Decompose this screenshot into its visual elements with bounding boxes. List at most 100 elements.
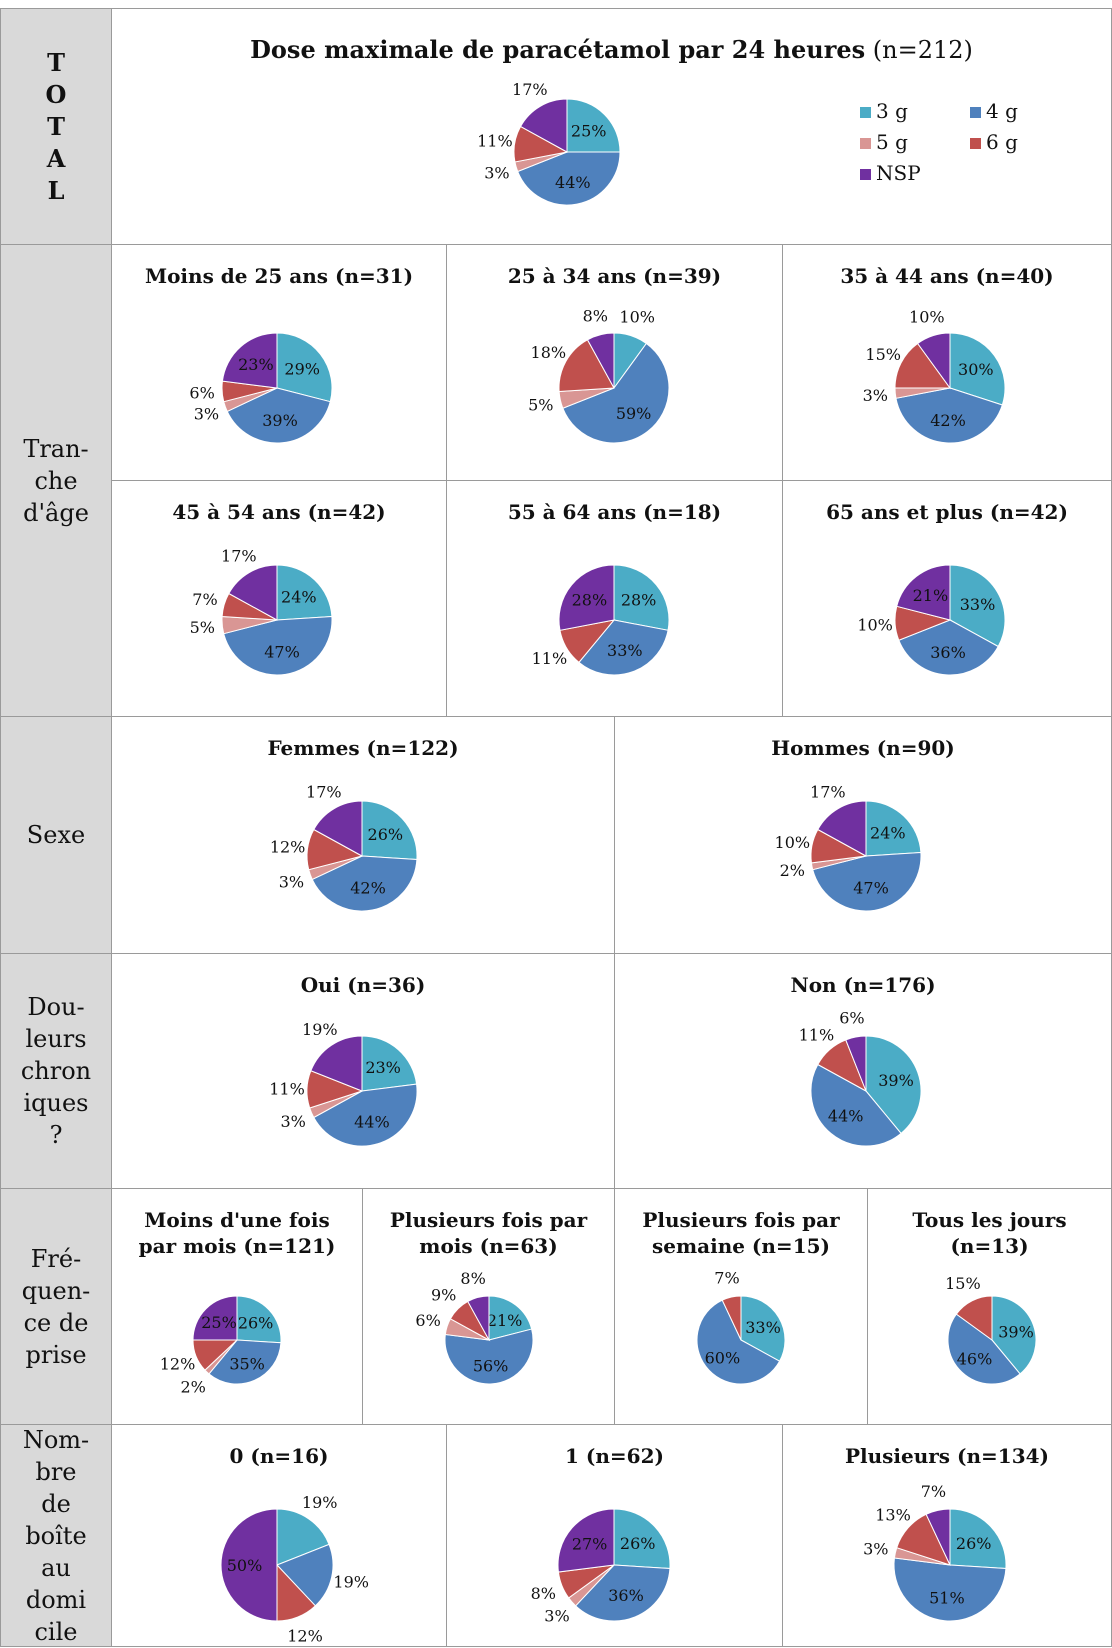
slice-label: 18% xyxy=(531,343,567,362)
pie-slice xyxy=(613,564,670,631)
pie-slice xyxy=(894,342,951,389)
chart-title: Moins de 25 ans (n=31) xyxy=(144,264,414,288)
slice-label: 11% xyxy=(532,649,568,668)
legend-label: 5 g xyxy=(876,130,908,154)
slice-label: 44% xyxy=(555,173,591,192)
pie-slice xyxy=(220,1508,278,1622)
slice-label: 17% xyxy=(512,80,548,99)
slice-label: 3% xyxy=(194,404,219,423)
chart-cell: 45 à 54 ans (n=42) xyxy=(111,480,447,717)
row-label-age: Tran- che d'âge xyxy=(0,244,112,717)
slice-label: 33% xyxy=(607,641,643,660)
slice-label: 15% xyxy=(945,1274,981,1293)
row-label-sexe: Sexe xyxy=(0,716,112,954)
slice-label: 26% xyxy=(620,1534,656,1553)
chart-title: Non (n=176) xyxy=(790,973,936,997)
pie-slice xyxy=(925,1508,951,1566)
pie-slice xyxy=(696,1299,781,1385)
pie-slice xyxy=(895,387,1003,444)
slice-label: 12% xyxy=(270,838,306,857)
pie-slice xyxy=(562,342,670,444)
slice-label: 10% xyxy=(619,308,655,327)
legend-item-5g: 5 g xyxy=(860,127,908,158)
slice-label: 28% xyxy=(572,591,608,610)
pie-slice xyxy=(517,151,621,206)
chart-title: Femmes (n=122) xyxy=(267,736,459,760)
pie-slice xyxy=(613,1508,671,1570)
legend-item-nsp: NSP xyxy=(860,158,921,189)
slice-label: 59% xyxy=(616,404,652,423)
chart-cell: 55 à 64 ans (n=18) xyxy=(446,480,783,717)
slice-label: 50% xyxy=(227,1556,263,1575)
slice-label: 33% xyxy=(960,595,996,614)
slice-label: 23% xyxy=(365,1058,401,1077)
legend-label: 4 g xyxy=(986,99,1018,123)
slice-label: 27% xyxy=(572,1535,608,1554)
slice-label: 2% xyxy=(780,861,805,880)
slice-label: 21% xyxy=(487,1311,523,1330)
pie-slice xyxy=(845,1035,867,1092)
slice-label: 56% xyxy=(473,1357,509,1376)
pie-slice xyxy=(817,800,867,857)
chart-title: 65 ans et plus (n=42) xyxy=(826,500,1068,524)
slice-label: 39% xyxy=(998,1322,1034,1341)
pie-slice xyxy=(311,855,418,912)
slice-label: 24% xyxy=(870,824,906,843)
chart-title: 35 à 44 ans (n=40) xyxy=(840,264,1054,288)
pie-slice xyxy=(865,800,922,857)
pie-slice xyxy=(226,387,331,444)
slice-label: 11% xyxy=(477,132,513,151)
slice-label: 10% xyxy=(775,833,811,852)
pie-slice xyxy=(810,1063,902,1147)
pie-slice xyxy=(586,332,615,389)
row-label-total: T O T A L xyxy=(0,8,112,245)
legend-swatch xyxy=(860,107,871,118)
slice-label: 8% xyxy=(460,1269,485,1288)
slice-label: 33% xyxy=(745,1318,781,1337)
pie-slice xyxy=(310,1035,363,1092)
pie-slice xyxy=(208,1339,282,1385)
chart-title: Plusieurs (n=134) xyxy=(844,1444,1050,1468)
slice-label: 42% xyxy=(350,878,386,897)
pie-slice xyxy=(361,800,418,860)
slice-label: 17% xyxy=(306,782,342,801)
slice-label: 11% xyxy=(269,1080,305,1099)
legend-item-4g: 4 g xyxy=(970,96,1018,127)
chart-title: Moins d'une fois par mois (n=121) xyxy=(138,1208,336,1258)
pie-slice xyxy=(192,1295,238,1341)
pie-slice xyxy=(558,339,615,392)
chart-title: 1 (n=62) xyxy=(565,1444,664,1468)
slice-label: 3% xyxy=(484,163,509,182)
slice-label: 25% xyxy=(571,121,607,140)
slice-label: 13% xyxy=(875,1506,911,1525)
slice-label: 7% xyxy=(921,1482,946,1501)
slice-label: 3% xyxy=(544,1606,569,1625)
pie-slice xyxy=(947,1313,1021,1385)
chart-title: 0 (n=16) xyxy=(229,1444,329,1468)
slice-label: 17% xyxy=(810,782,846,801)
total-chart-cell: Dose maximale de paracétamol par 24 heur… xyxy=(111,8,1112,245)
pie-slice xyxy=(740,1295,786,1362)
chart-title: Hommes (n=90) xyxy=(771,736,955,760)
chart-title: Oui (n=36) xyxy=(300,973,426,997)
slice-label: 10% xyxy=(857,616,893,635)
slice-label: 3% xyxy=(281,1112,306,1131)
pie-slice xyxy=(574,1564,671,1622)
slice-label: 26% xyxy=(238,1314,274,1333)
pie-slice xyxy=(949,332,1006,406)
pie-slice xyxy=(991,1295,1037,1375)
pie-slice xyxy=(444,1328,534,1385)
slice-label: 7% xyxy=(192,590,217,609)
pie-slice xyxy=(276,564,333,621)
slice-label: 19% xyxy=(333,1573,369,1592)
pie-slice xyxy=(557,1508,615,1573)
slice-label: 5% xyxy=(190,618,215,637)
slice-label: 9% xyxy=(431,1286,456,1305)
slice-label: 15% xyxy=(865,345,901,364)
pie-slice xyxy=(276,1508,330,1566)
legend-swatch xyxy=(970,107,981,118)
pie-slice xyxy=(955,1295,993,1341)
chart-title: 45 à 54 ans (n=42) xyxy=(172,500,386,524)
main-title: Dose maximale de paracétamol par 24 heur… xyxy=(112,35,1111,64)
